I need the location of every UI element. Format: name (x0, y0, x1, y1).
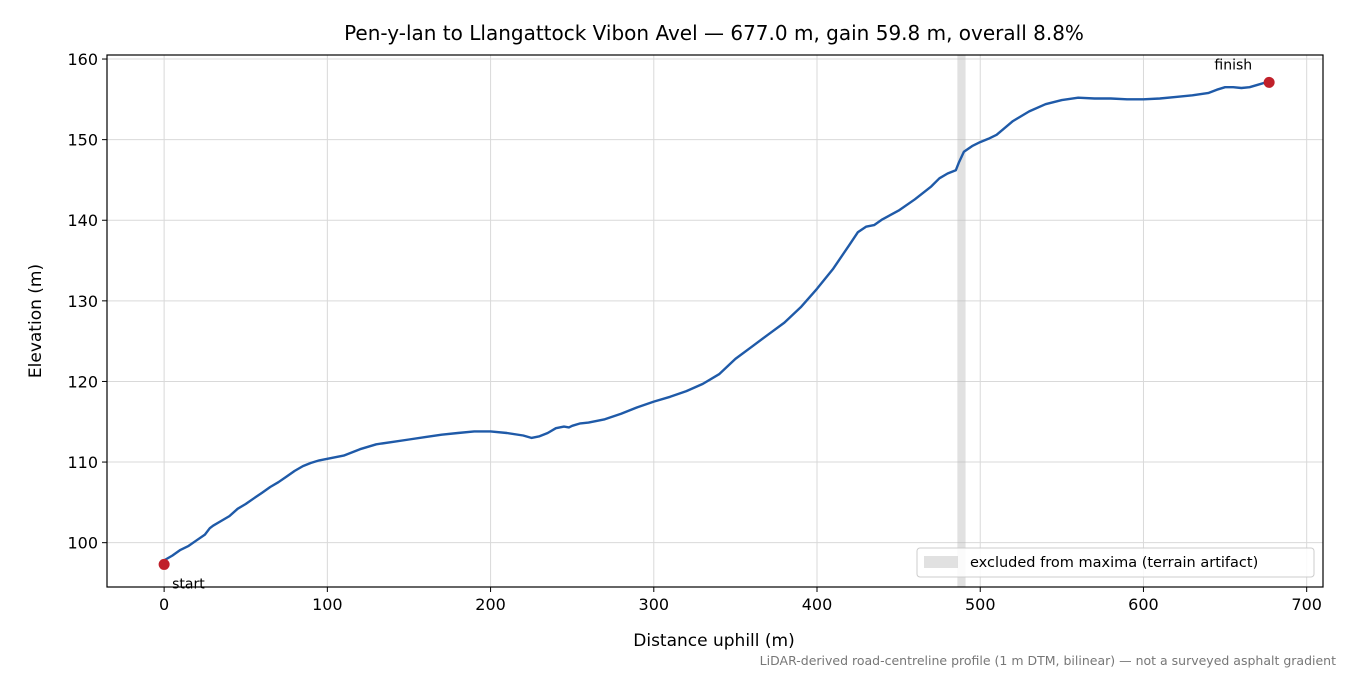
y-axis-ticks: 100 110 120 130 140 150 160 (67, 50, 107, 553)
finish-marker (1263, 76, 1275, 88)
y-tick-label: 160 (67, 50, 98, 69)
y-tick-label: 140 (67, 211, 98, 230)
grid-vertical (163, 55, 1308, 587)
y-axis-title: Elevation (m) (26, 264, 46, 378)
x-tick-label: 0 (159, 595, 169, 614)
x-tick-label: 500 (965, 595, 996, 614)
finish-label: finish (1214, 57, 1252, 73)
y-tick-label: 150 (67, 131, 98, 150)
x-tick-label: 100 (312, 595, 343, 614)
x-axis-title: Distance uphill (m) (633, 631, 794, 651)
y-tick-label: 100 (67, 534, 98, 553)
endpoint-markers: start finish (158, 57, 1275, 592)
y-tick-label: 120 (67, 372, 98, 391)
legend: excluded from maxima (terrain artifact) (916, 547, 1315, 578)
legend-swatch (924, 556, 958, 568)
x-tick-label: 200 (475, 595, 506, 614)
elevation-series-line (163, 81, 1267, 562)
legend-box (916, 547, 1315, 578)
x-tick-label: 400 (802, 595, 833, 614)
start-marker (158, 558, 170, 570)
grid-horizontal (107, 58, 1323, 544)
footnote: LiDAR-derived road-centreline profile (1… (760, 653, 1336, 668)
legend-label-excluded: excluded from maxima (terrain artifact) (970, 555, 1258, 571)
excluded-band (957, 55, 966, 587)
y-tick-label: 110 (67, 453, 98, 472)
x-axis-ticks: 0 100 200 300 400 500 600 700 (159, 587, 1322, 614)
x-tick-label: 300 (639, 595, 670, 614)
start-label: start (172, 576, 205, 592)
y-tick-label: 130 (67, 292, 98, 311)
x-tick-label: 700 (1291, 595, 1322, 614)
plot-frame (106, 54, 1324, 588)
x-tick-label: 600 (1128, 595, 1159, 614)
chart-title: Pen-y-lan to Llangattock Vibon Avel — 67… (344, 21, 1084, 45)
